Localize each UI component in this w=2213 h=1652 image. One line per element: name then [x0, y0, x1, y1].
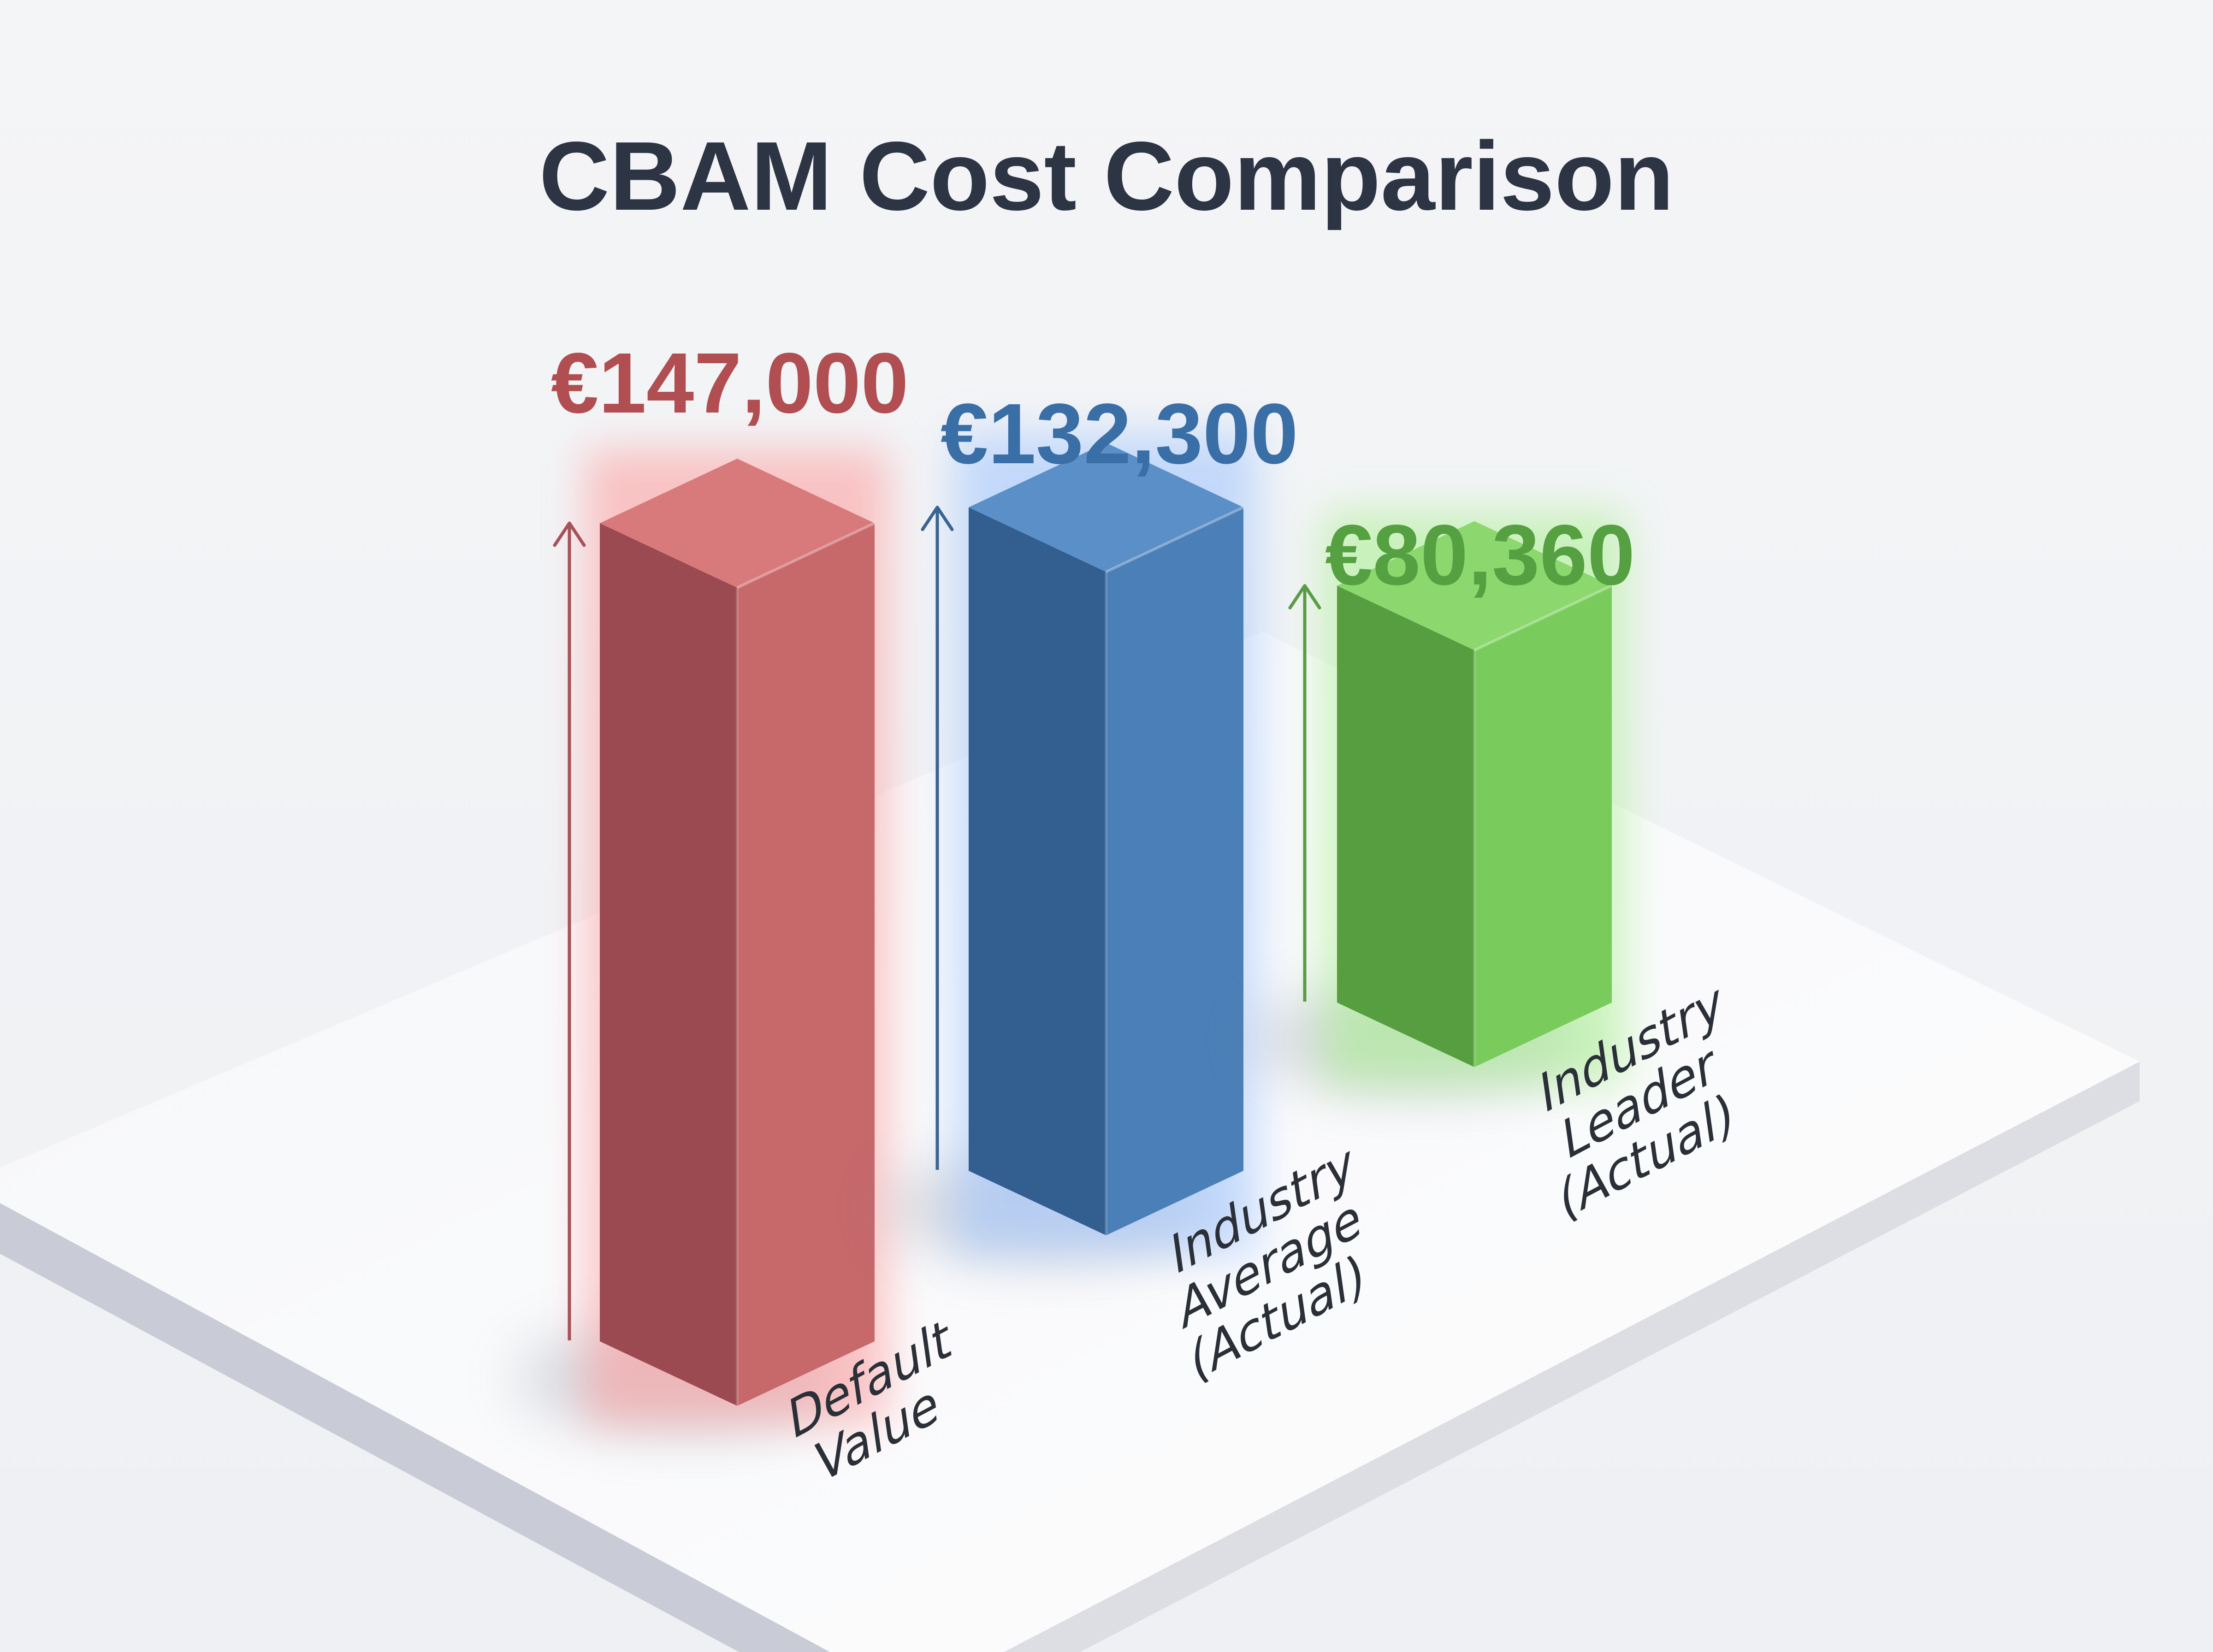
bar-top-face [1337, 521, 1612, 650]
up-arrow-icon [553, 521, 586, 1340]
up-arrow-icon [1288, 584, 1321, 1002]
bar-edge-highlight [1105, 506, 1244, 573]
bar-left-face [969, 507, 1106, 1235]
bar-right-face [1474, 585, 1612, 1067]
value-label: €132,300 [941, 386, 1298, 482]
value-label: €80,360 [1325, 507, 1635, 603]
bar-left-face [1337, 585, 1474, 1067]
bar-edge-highlight [736, 522, 876, 589]
bar-top-face [969, 442, 1243, 572]
chart-title: CBAM Cost Comparison [539, 121, 1674, 230]
bar-edge-highlight [1473, 584, 1613, 652]
up-arrow-icon [921, 506, 954, 1170]
bar-right-face [737, 523, 875, 1406]
bar-left-face [600, 523, 737, 1406]
bars: €147,000 DefaultValue€132,300IndustryAver… [516, 336, 1737, 1496]
bar-right-face [1106, 507, 1243, 1235]
value-label: €147,000 [551, 336, 909, 431]
bar-top-face [600, 459, 875, 588]
